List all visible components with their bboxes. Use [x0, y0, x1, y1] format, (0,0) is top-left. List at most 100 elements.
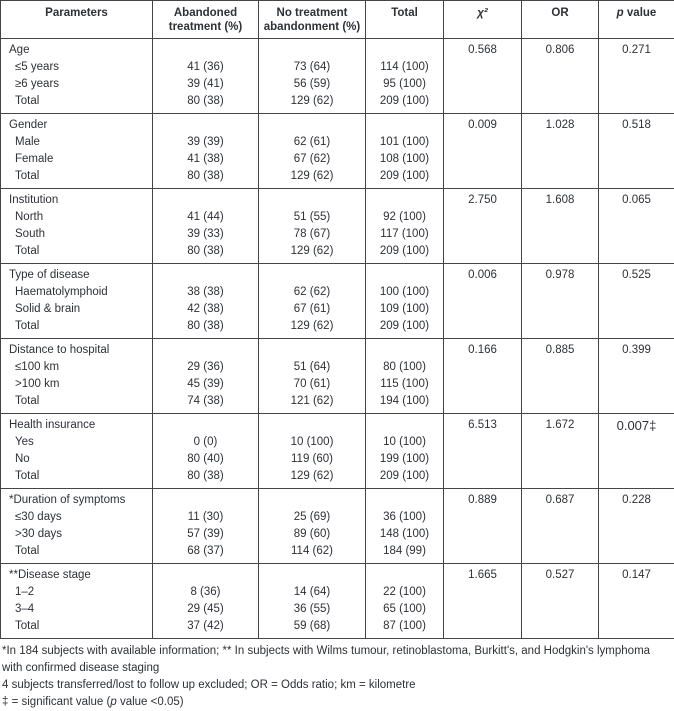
no-abandonment-value: 89 (60)	[259, 526, 366, 543]
column-header: Abandoned treatment (%)	[153, 1, 259, 39]
row-label: >30 days	[1, 526, 153, 543]
empty-cell	[153, 414, 259, 435]
row-label: Solid & brain	[1, 301, 153, 318]
empty-cell	[259, 114, 366, 135]
abandoned-treatment-value: 80 (40)	[153, 451, 259, 468]
total-value: 95 (100)	[366, 76, 444, 93]
empty-cell	[599, 618, 674, 639]
row-label: ≤100 km	[1, 359, 153, 376]
empty-cell	[444, 618, 522, 639]
row-label: Total	[1, 243, 153, 264]
total-value: 117 (100)	[366, 226, 444, 243]
p-value: 0.518	[599, 114, 674, 135]
total-value: 114 (100)	[366, 59, 444, 76]
total-value: 22 (100)	[366, 584, 444, 601]
total-value: 209 (100)	[366, 243, 444, 264]
empty-cell	[259, 39, 366, 60]
empty-cell	[522, 76, 599, 93]
abandoned-treatment-value: 80 (38)	[153, 318, 259, 339]
row-label: 3–4	[1, 601, 153, 618]
empty-cell	[599, 226, 674, 243]
empty-cell	[366, 264, 444, 285]
total-value: 92 (100)	[366, 209, 444, 226]
odds-ratio-value: 1.608	[522, 189, 599, 210]
empty-cell	[599, 468, 674, 489]
empty-cell	[522, 509, 599, 526]
total-value: 65 (100)	[366, 601, 444, 618]
empty-cell	[259, 564, 366, 585]
abandoned-treatment-value: 45 (39)	[153, 376, 259, 393]
total-value: 101 (100)	[366, 134, 444, 151]
odds-ratio-value: 0.806	[522, 39, 599, 60]
empty-cell	[444, 134, 522, 151]
empty-cell	[522, 376, 599, 393]
no-abandonment-value: 70 (61)	[259, 376, 366, 393]
empty-cell	[522, 451, 599, 468]
no-abandonment-value: 10 (100)	[259, 434, 366, 451]
chi-square-value: 1.665	[444, 564, 522, 585]
empty-cell	[444, 359, 522, 376]
empty-cell	[444, 584, 522, 601]
footnote-line: *In 184 subjects with available informat…	[2, 643, 670, 677]
empty-cell	[522, 584, 599, 601]
empty-cell	[599, 526, 674, 543]
abandoned-treatment-value: 68 (37)	[153, 543, 259, 564]
chi-square-value: 0.166	[444, 339, 522, 360]
empty-cell	[444, 601, 522, 618]
empty-cell	[522, 543, 599, 564]
footnote-line: 4 subjects transferred/lost to follow up…	[2, 677, 670, 694]
empty-cell	[444, 76, 522, 93]
abandoned-treatment-value: 29 (45)	[153, 601, 259, 618]
row-label: >100 km	[1, 376, 153, 393]
empty-cell	[153, 339, 259, 360]
no-abandonment-value: 62 (62)	[259, 284, 366, 301]
empty-cell	[444, 301, 522, 318]
no-abandonment-value: 119 (60)	[259, 451, 366, 468]
empty-cell	[444, 451, 522, 468]
total-value: 115 (100)	[366, 376, 444, 393]
empty-cell	[153, 114, 259, 135]
row-label: Total	[1, 318, 153, 339]
empty-cell	[522, 393, 599, 414]
no-abandonment-value: 62 (61)	[259, 134, 366, 151]
empty-cell	[444, 93, 522, 114]
empty-cell	[522, 151, 599, 168]
total-value: 36 (100)	[366, 509, 444, 526]
footnotes: *In 184 subjects with available informat…	[0, 639, 674, 711]
empty-cell	[599, 134, 674, 151]
abandoned-treatment-value: 38 (38)	[153, 284, 259, 301]
empty-cell	[366, 189, 444, 210]
empty-cell	[522, 318, 599, 339]
parameter-group-label: *Duration of symptoms	[1, 489, 153, 510]
parameter-group-label: Health insurance	[1, 414, 153, 435]
empty-cell	[522, 618, 599, 639]
p-value: 0.228	[599, 489, 674, 510]
parameter-group-label: **Disease stage	[1, 564, 153, 585]
column-header: χ²	[444, 1, 522, 39]
empty-cell	[522, 601, 599, 618]
parameter-group-label: Distance to hospital	[1, 339, 153, 360]
empty-cell	[599, 601, 674, 618]
empty-cell	[366, 489, 444, 510]
total-value: 209 (100)	[366, 318, 444, 339]
empty-cell	[599, 151, 674, 168]
abandoned-treatment-value: 39 (33)	[153, 226, 259, 243]
empty-cell	[599, 209, 674, 226]
abandoned-treatment-value: 8 (36)	[153, 584, 259, 601]
total-value: 209 (100)	[366, 93, 444, 114]
row-label: ≥6 years	[1, 76, 153, 93]
